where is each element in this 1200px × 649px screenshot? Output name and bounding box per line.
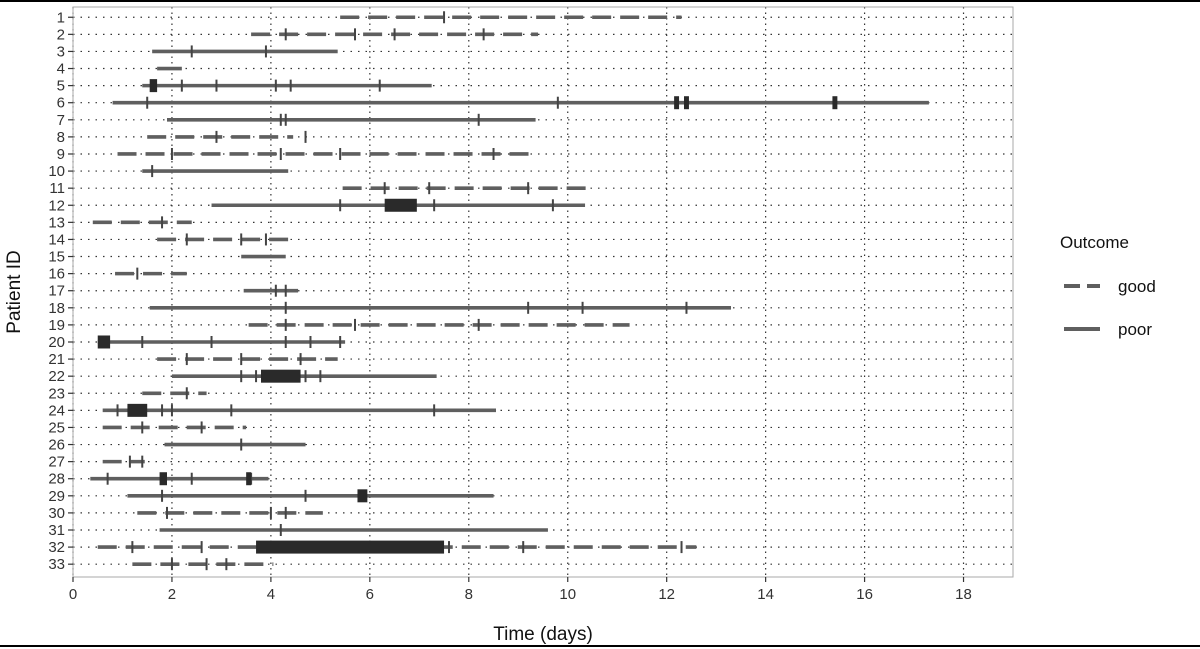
patient-11-series xyxy=(342,182,590,195)
patient-13-series xyxy=(92,216,192,229)
patient-20-series xyxy=(97,335,346,349)
patient-21-series xyxy=(157,353,338,366)
patient-6-series xyxy=(112,96,929,110)
y-tick-label: 27 xyxy=(48,454,65,471)
x-tick-label: 14 xyxy=(757,586,774,603)
x-axis-title: Time (days) xyxy=(493,624,593,645)
y-tick-label: 33 xyxy=(48,556,65,573)
y-tick-label: 16 xyxy=(48,266,65,283)
y-tick-label: 26 xyxy=(48,437,65,454)
plot-border xyxy=(72,6,1014,578)
legend-title: Outcome xyxy=(1060,233,1129,252)
x-tick-label: 18 xyxy=(955,586,972,603)
patient-12-series xyxy=(211,198,586,212)
patient-6-heavy-block xyxy=(684,96,689,110)
patient-14-series xyxy=(157,233,296,246)
x-tick-label: 16 xyxy=(856,586,873,603)
y-tick-label: 2 xyxy=(57,26,65,43)
patient-17-series xyxy=(243,284,299,297)
x-tick-label: 2 xyxy=(168,586,176,603)
patient-5-series xyxy=(142,79,432,93)
y-tick-label: 1 xyxy=(57,9,65,26)
y-tick-label: 23 xyxy=(48,385,65,402)
y-tick-label: 20 xyxy=(48,334,65,351)
patient-27-series xyxy=(102,455,145,468)
y-tick-label: 8 xyxy=(57,129,65,146)
y-axis: 1234567891011121314151617181920212223242… xyxy=(48,9,73,573)
patient-9-series xyxy=(117,147,536,160)
patient-1-series xyxy=(340,11,682,24)
x-tick-label: 12 xyxy=(658,586,675,603)
patient-series xyxy=(90,11,929,571)
patient-33-series xyxy=(132,558,274,571)
x-axis: 0 2 4 6 8 10 12 14 16 18 xyxy=(69,577,972,603)
patient-29-heavy-block xyxy=(357,489,368,503)
y-tick-label: 18 xyxy=(48,300,65,317)
x-tick-label: 0 xyxy=(69,586,77,603)
patient-28-heavy-block xyxy=(159,472,167,486)
patient-32-heavy-block xyxy=(256,540,445,554)
patient-16-series xyxy=(115,267,187,280)
y-tick-label: 3 xyxy=(57,43,65,60)
patient-8-series xyxy=(147,130,307,143)
patient-24-series xyxy=(102,403,496,417)
patient-12-heavy-block xyxy=(384,198,417,212)
y-tick-label: 10 xyxy=(48,163,65,180)
patient-10-series xyxy=(142,165,289,178)
y-tick-label: 14 xyxy=(48,231,65,248)
y-tick-label: 9 xyxy=(57,146,65,163)
x-tick-label: 8 xyxy=(465,586,473,603)
patient-20-heavy-block xyxy=(97,335,111,349)
patient-28-series xyxy=(90,472,269,486)
y-tick-label: 28 xyxy=(48,471,65,488)
patient-25-series xyxy=(102,421,247,434)
patient-26-series xyxy=(164,438,306,451)
patient-22-series xyxy=(171,369,437,383)
y-tick-label: 22 xyxy=(48,368,65,385)
patient-30-series xyxy=(137,506,323,519)
patient-6-heavy-block xyxy=(674,96,680,110)
patient-5-heavy-block xyxy=(149,79,158,93)
y-tick-label: 21 xyxy=(48,351,65,368)
patient-23-series xyxy=(142,387,207,400)
patient-32-series xyxy=(97,540,697,554)
y-axis-title: Patient ID xyxy=(4,250,25,333)
y-tick-label: 19 xyxy=(48,317,65,334)
plot-panel xyxy=(73,7,1013,577)
patient-29-series xyxy=(127,489,494,503)
y-tick-label: 6 xyxy=(57,95,65,112)
y-tick-label: 13 xyxy=(48,214,65,231)
x-tick-label: 4 xyxy=(267,586,275,603)
patient-24-heavy-block xyxy=(127,403,148,417)
y-tick-label: 32 xyxy=(48,539,65,556)
y-tick-label: 7 xyxy=(57,112,65,129)
patient-3-series xyxy=(152,45,338,58)
y-tick-label: 31 xyxy=(48,522,65,539)
y-tick-label: 5 xyxy=(57,78,65,95)
y-tick-label: 29 xyxy=(48,488,65,505)
y-tick-label: 24 xyxy=(48,402,65,419)
patient-7-series xyxy=(167,113,536,126)
patient-18-series xyxy=(149,301,731,314)
patient-31-series xyxy=(159,523,548,536)
y-tick-label: 12 xyxy=(48,197,65,214)
patient-28-heavy-block xyxy=(246,472,252,486)
patient-6-heavy-block xyxy=(832,96,838,110)
patient-19-series xyxy=(248,318,630,331)
y-tick-label: 11 xyxy=(49,180,65,197)
legend-label-good: good xyxy=(1118,277,1156,296)
y-tick-label: 17 xyxy=(48,283,65,300)
y-tick-label: 15 xyxy=(48,249,65,266)
y-tick-label: 30 xyxy=(48,505,65,522)
x-tick-label: 10 xyxy=(559,586,576,603)
x-tick-label: 6 xyxy=(366,586,374,603)
patient-22-heavy-block xyxy=(261,369,301,383)
legend-label-poor: poor xyxy=(1118,320,1152,339)
legend: Outcome good poor xyxy=(1060,233,1156,339)
patient-2-series xyxy=(251,28,539,41)
y-tick-label: 4 xyxy=(57,61,65,78)
y-tick-label: 25 xyxy=(48,419,65,436)
